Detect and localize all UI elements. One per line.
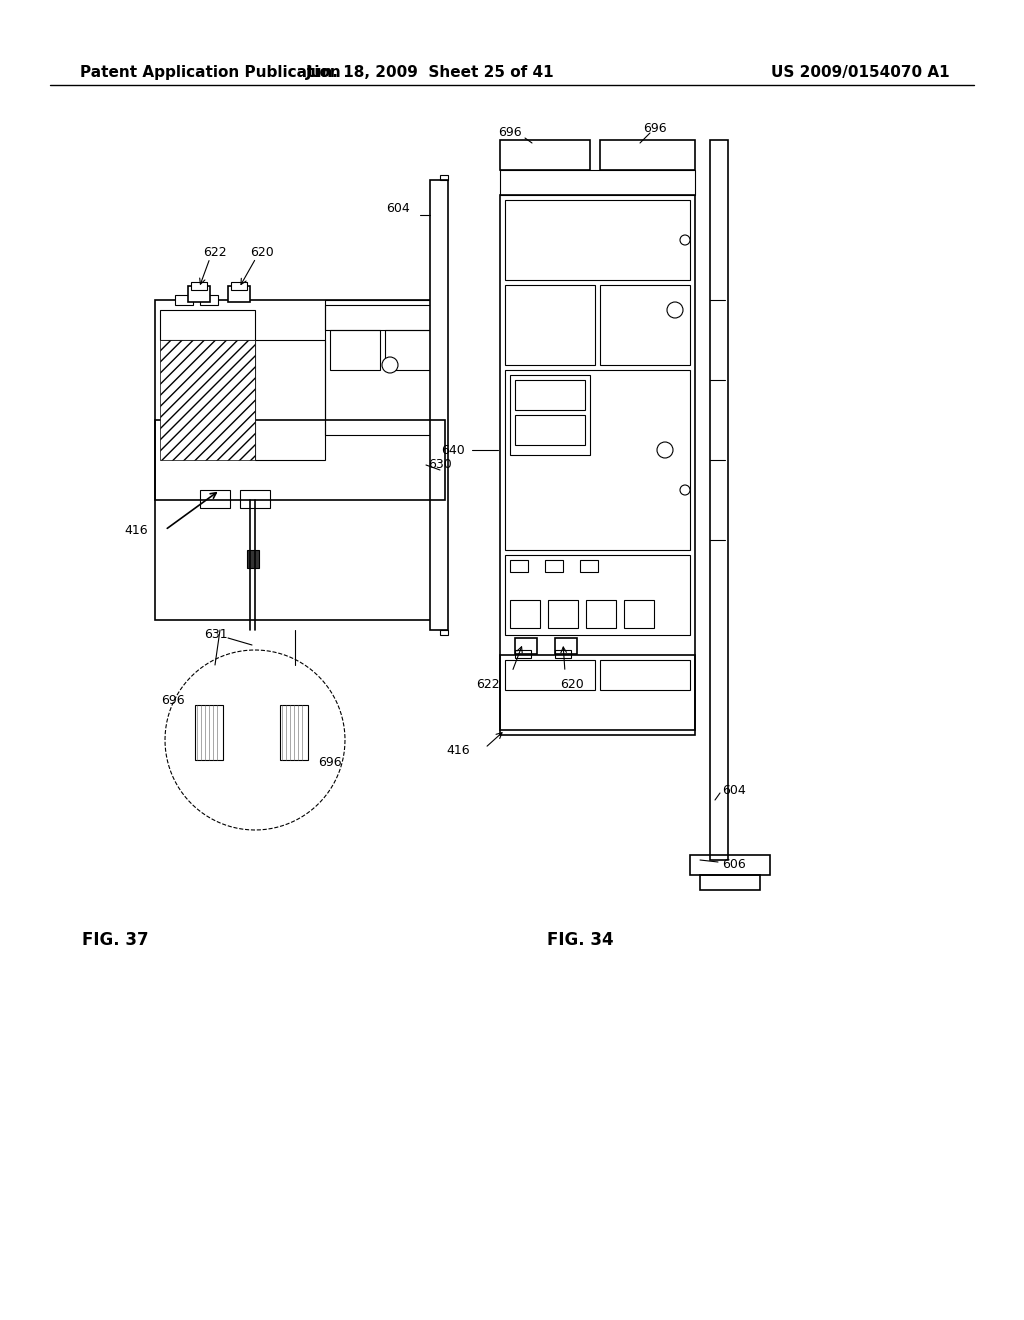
Bar — [600, 140, 695, 170]
Text: 696: 696 — [643, 121, 667, 135]
Bar — [228, 286, 250, 302]
Bar — [555, 649, 571, 657]
Bar — [505, 660, 595, 690]
Text: 604: 604 — [722, 784, 745, 796]
Bar — [580, 560, 598, 572]
Text: FIG. 34: FIG. 34 — [547, 931, 613, 949]
Bar — [510, 560, 528, 572]
Bar — [430, 180, 449, 630]
Bar — [195, 705, 223, 760]
Bar — [515, 638, 537, 653]
Bar — [515, 380, 585, 411]
Bar — [160, 341, 255, 459]
Bar — [545, 560, 563, 572]
Bar — [700, 875, 760, 890]
Bar — [500, 195, 695, 735]
Bar — [330, 330, 380, 370]
Text: FIG. 37: FIG. 37 — [82, 931, 148, 949]
Text: 622: 622 — [476, 678, 500, 692]
Bar — [440, 630, 449, 635]
Bar — [510, 375, 590, 455]
Bar — [188, 286, 210, 302]
Bar — [624, 601, 654, 628]
Text: 604: 604 — [386, 202, 410, 214]
Bar — [325, 305, 440, 330]
Text: Jun. 18, 2009  Sheet 25 of 41: Jun. 18, 2009 Sheet 25 of 41 — [306, 65, 554, 79]
Bar — [515, 414, 585, 445]
Bar — [440, 176, 449, 180]
Text: 631: 631 — [205, 628, 228, 642]
Bar — [505, 554, 690, 635]
Text: 622: 622 — [203, 246, 226, 259]
Text: 696: 696 — [318, 755, 342, 768]
Circle shape — [382, 356, 398, 374]
Bar — [240, 490, 270, 508]
Bar — [500, 170, 695, 195]
Bar — [325, 300, 445, 436]
Bar — [175, 294, 193, 305]
Bar — [548, 601, 578, 628]
Text: 630: 630 — [428, 458, 452, 471]
Bar — [586, 601, 616, 628]
Bar — [515, 649, 531, 657]
Circle shape — [657, 442, 673, 458]
Bar — [500, 655, 695, 730]
Text: 416: 416 — [124, 524, 148, 536]
Bar — [255, 341, 325, 459]
Bar — [505, 285, 595, 366]
Bar — [191, 282, 207, 290]
Text: 416: 416 — [446, 743, 470, 756]
Bar — [247, 550, 259, 568]
Bar — [505, 370, 690, 550]
Bar — [155, 420, 445, 500]
Bar — [510, 601, 540, 628]
Bar — [231, 282, 247, 290]
Bar — [200, 294, 218, 305]
Text: 620: 620 — [250, 246, 273, 259]
Circle shape — [680, 484, 690, 495]
Text: 696: 696 — [162, 693, 185, 706]
Bar — [600, 660, 690, 690]
Bar — [160, 310, 255, 341]
Bar — [385, 330, 435, 370]
Text: Patent Application Publication: Patent Application Publication — [80, 65, 341, 79]
Bar — [280, 705, 308, 760]
Text: 620: 620 — [560, 678, 584, 692]
Text: 606: 606 — [722, 858, 745, 871]
Bar — [690, 855, 770, 875]
Circle shape — [680, 235, 690, 246]
Text: 640: 640 — [441, 444, 465, 457]
Bar — [500, 140, 590, 170]
Bar — [710, 140, 728, 861]
Bar — [600, 285, 690, 366]
Bar — [155, 300, 445, 620]
Circle shape — [667, 302, 683, 318]
Bar — [505, 201, 690, 280]
Text: 696: 696 — [499, 127, 522, 140]
Bar — [555, 638, 577, 653]
Text: US 2009/0154070 A1: US 2009/0154070 A1 — [771, 65, 950, 79]
Bar — [200, 490, 230, 508]
